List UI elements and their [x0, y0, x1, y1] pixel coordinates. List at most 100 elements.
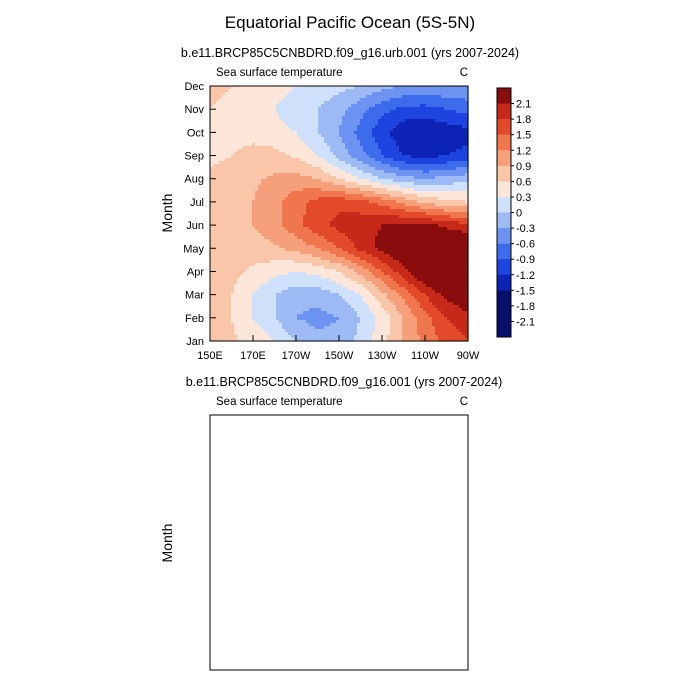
contour-cell — [291, 152, 295, 156]
contour-cell — [345, 158, 349, 162]
contour-cell — [405, 167, 409, 171]
contour-cell — [387, 131, 391, 135]
contour-cell — [270, 122, 274, 126]
contour-cell — [462, 179, 466, 183]
contour-cell — [273, 218, 277, 222]
contour-cell — [324, 242, 328, 246]
contour-cell — [417, 206, 421, 210]
contour-cell — [267, 254, 271, 258]
contour-cell — [327, 134, 331, 138]
contour-cell — [432, 92, 436, 96]
contour-cell — [366, 158, 370, 162]
contour-cell — [261, 254, 265, 258]
contour-cell — [312, 170, 316, 174]
contour-cell — [360, 212, 364, 216]
contour-cell — [453, 242, 457, 246]
contour-cell — [342, 230, 346, 234]
contour-cell — [222, 194, 226, 198]
contour-cell — [393, 185, 397, 189]
contour-cell — [291, 161, 295, 165]
contour-cell — [339, 161, 343, 165]
contour-cell — [294, 140, 298, 144]
contour-cell — [411, 89, 415, 93]
contour-cell — [357, 86, 361, 90]
contour-cell — [414, 119, 418, 123]
contour-cell — [426, 200, 430, 204]
contour-cell — [441, 200, 445, 204]
contour-cell — [363, 179, 367, 183]
contour-cell — [222, 92, 226, 96]
contour-cell — [330, 86, 334, 90]
contour-cell — [426, 128, 430, 132]
contour-cell — [363, 122, 367, 126]
contour-cell — [210, 92, 214, 96]
contour-cell — [384, 185, 388, 189]
contour-cell — [414, 170, 418, 174]
contour-cell — [333, 146, 337, 150]
contour-cell — [345, 140, 349, 144]
contour-cell — [222, 164, 226, 168]
contour-cell — [339, 101, 343, 105]
contour-cell — [237, 230, 241, 234]
contour-cell — [360, 185, 364, 189]
contour-cell — [456, 104, 460, 108]
contour-cell — [270, 116, 274, 120]
contour-cell — [426, 185, 430, 189]
contour-cell — [357, 209, 361, 213]
contour-cell — [246, 230, 250, 234]
contour-cell — [390, 125, 394, 129]
contour-cell — [363, 248, 367, 252]
contour-cell — [282, 122, 286, 126]
contour-cell — [375, 191, 379, 195]
contour-cell — [381, 125, 385, 129]
contour-cell — [426, 203, 430, 207]
contour-cell — [249, 212, 253, 216]
contour-cell — [366, 200, 370, 204]
contour-cell — [414, 191, 418, 195]
contour-cell — [240, 176, 244, 180]
contour-cell — [237, 239, 241, 243]
contour-cell — [234, 89, 238, 93]
contour-cell — [360, 245, 364, 249]
contour-cell — [453, 182, 457, 186]
contour-cell — [453, 86, 457, 90]
contour-cell — [384, 143, 388, 147]
contour-cell — [432, 170, 436, 174]
contour-cell — [378, 194, 382, 198]
contour-cell — [441, 221, 445, 225]
contour-cell — [222, 110, 226, 114]
contour-cell — [459, 146, 463, 150]
contour-cell — [306, 212, 310, 216]
contour-cell — [351, 89, 355, 93]
contour-cell — [453, 227, 457, 231]
contour-cell — [444, 251, 448, 255]
contour-cell — [252, 230, 256, 234]
contour-cell — [258, 188, 262, 192]
contour-cell — [336, 242, 340, 246]
contour-cell — [381, 227, 385, 231]
contour-cell — [408, 182, 412, 186]
contour-cell — [273, 248, 277, 252]
contour-cell — [369, 191, 373, 195]
contour-cell — [441, 224, 445, 228]
contour-cell — [213, 233, 217, 237]
contour-cell — [219, 131, 223, 135]
contour-cell — [264, 110, 268, 114]
contour-cell — [339, 176, 343, 180]
contour-cell — [393, 227, 397, 231]
contour-cell — [273, 179, 277, 183]
contour-cell — [282, 245, 286, 249]
contour-cell — [216, 149, 220, 153]
contour-cell — [258, 89, 262, 93]
contour-cell — [312, 242, 316, 246]
contour-cell — [339, 134, 343, 138]
contour-cell — [309, 233, 313, 237]
contour-cell — [369, 158, 373, 162]
contour-cell — [432, 230, 436, 234]
contour-cell — [210, 248, 214, 252]
contour-cell — [231, 221, 235, 225]
contour-cell — [216, 104, 220, 108]
contour-cell — [372, 170, 376, 174]
contour-cell — [252, 101, 256, 105]
contour-cell — [294, 185, 298, 189]
